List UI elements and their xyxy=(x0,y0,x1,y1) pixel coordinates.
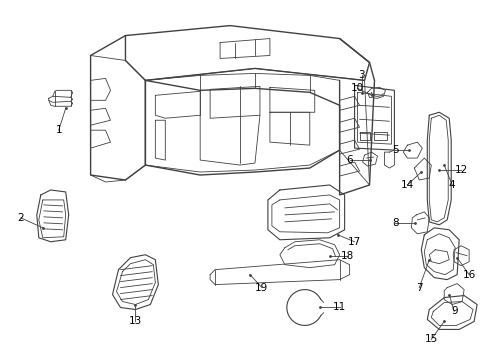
Text: 9: 9 xyxy=(451,306,458,316)
Text: 15: 15 xyxy=(425,334,438,345)
Text: 6: 6 xyxy=(346,155,353,165)
Text: 16: 16 xyxy=(463,270,476,280)
Text: 18: 18 xyxy=(341,251,354,261)
Text: 5: 5 xyxy=(392,145,399,155)
Text: 11: 11 xyxy=(333,302,346,311)
Text: 2: 2 xyxy=(18,213,24,223)
Text: 13: 13 xyxy=(129,316,142,327)
Text: 7: 7 xyxy=(416,283,423,293)
Text: 19: 19 xyxy=(255,283,269,293)
Text: 12: 12 xyxy=(455,165,468,175)
Text: 17: 17 xyxy=(348,237,361,247)
Text: 8: 8 xyxy=(392,218,399,228)
Text: 10: 10 xyxy=(351,84,364,93)
Text: 4: 4 xyxy=(449,180,456,190)
Text: 1: 1 xyxy=(55,125,62,135)
Text: 3: 3 xyxy=(358,71,365,80)
Text: 14: 14 xyxy=(401,180,414,190)
